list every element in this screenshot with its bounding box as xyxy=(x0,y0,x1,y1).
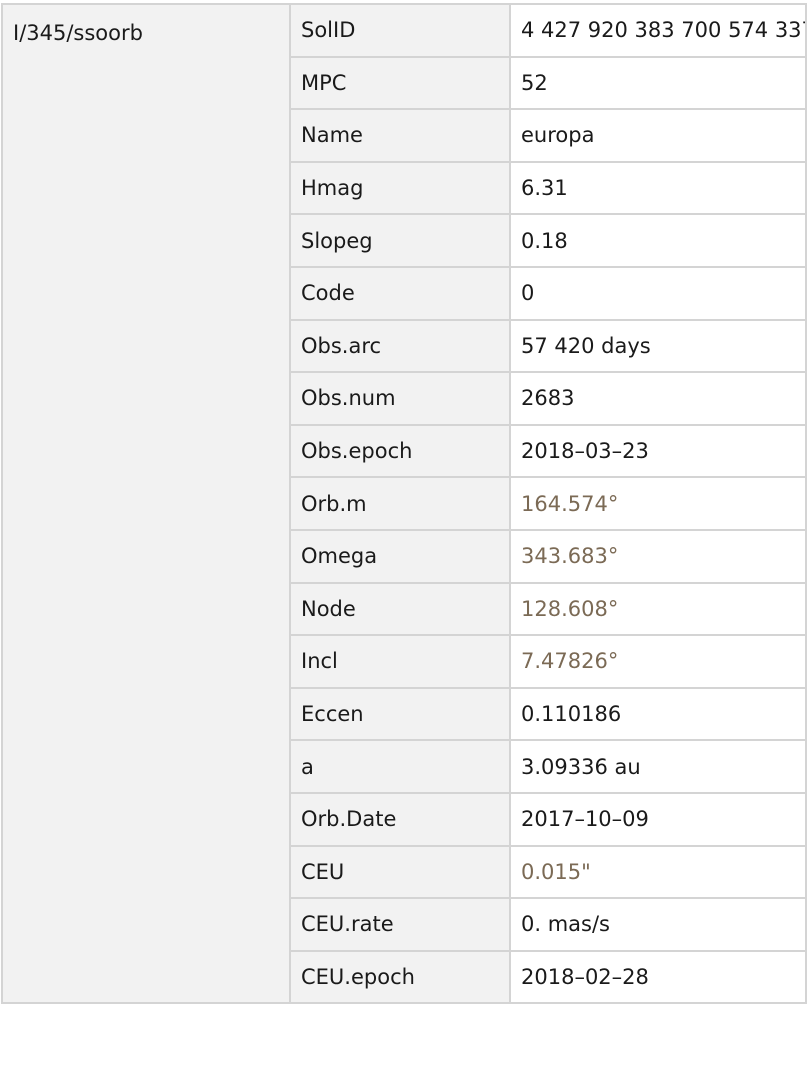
table-row: a 3.09336 au xyxy=(2,739,807,794)
table-row: Orb.Date 2017–10–09 xyxy=(2,791,807,847)
field-value: 0.18 xyxy=(509,213,807,268)
field-value: 2018–03–23 xyxy=(509,423,807,479)
field-key: Obs.arc xyxy=(289,318,511,374)
field-key: Obs.num xyxy=(289,371,511,426)
field-key: Incl xyxy=(289,634,511,689)
table-row: Hmag 6.31 xyxy=(2,160,807,216)
field-key: CEU xyxy=(289,844,511,900)
table-body: I/345/ssoorb SolID 4 427 920 383 700 574 3… xyxy=(1,2,807,1005)
field-key: Omega xyxy=(289,528,511,584)
field-value: europa xyxy=(509,108,807,163)
field-key: Eccen xyxy=(289,686,511,742)
table-row: Obs.num 2683 xyxy=(2,371,807,426)
field-value: 164.574° xyxy=(509,476,807,531)
field-value: 0. mas/s xyxy=(509,897,807,952)
field-key: SolID xyxy=(289,3,511,58)
field-value: 3.09336 au xyxy=(509,739,807,794)
field-key: CEU.epoch xyxy=(289,949,511,1005)
field-key: MPC xyxy=(289,55,511,111)
field-key: CEU.rate xyxy=(289,897,511,952)
table-row: I/345/ssoorb SolID 4 427 920 383 700 574 3… xyxy=(1,2,807,1005)
field-value: 6.31 xyxy=(509,160,807,216)
table-row: Node 128.608° xyxy=(2,581,807,637)
field-key: Orb.m xyxy=(289,476,511,531)
field-value: 0.110186 xyxy=(509,686,807,742)
field-value: 2018–02–28 xyxy=(509,949,807,1005)
field-key: Orb.Date xyxy=(289,791,511,847)
field-value: 0.015" xyxy=(509,844,807,900)
field-value: 7.47826° xyxy=(509,634,807,689)
field-key: Node xyxy=(289,581,511,637)
table-row: CEU.epoch 2018–02–28 xyxy=(2,949,807,1005)
field-value: 4 427 920 383 700 574 337 xyxy=(509,3,807,58)
field-key: Slopeg xyxy=(289,213,511,268)
catalog-name: I/345/ssoorb xyxy=(1,2,291,1005)
table-row: CEU.rate 0. mas/s xyxy=(2,897,807,952)
table-row: CEU 0.015" xyxy=(2,844,807,900)
field-value: 128.608° xyxy=(509,581,807,637)
field-value: 2017–10–09 xyxy=(509,791,807,847)
table-row: Obs.epoch 2018–03–23 xyxy=(2,423,807,479)
table-row: Slopeg 0.18 xyxy=(2,213,807,268)
field-value: 2683 xyxy=(509,371,807,426)
field-key: Hmag xyxy=(289,160,511,216)
field-key: Name xyxy=(289,108,511,163)
field-value: 0 xyxy=(509,265,807,321)
table-row: MPC 52 xyxy=(2,55,807,111)
table-row: Obs.arc 57 420 days xyxy=(2,318,807,374)
table-row: Orb.m 164.574° xyxy=(2,476,807,531)
table-row: Name europa xyxy=(2,108,807,163)
table-row: Omega 343.683° xyxy=(2,528,807,584)
field-value: 57 420 days xyxy=(509,318,807,374)
field-value: 343.683° xyxy=(509,528,807,584)
field-key: Code xyxy=(289,265,511,321)
table-row: Incl 7.47826° xyxy=(2,634,807,689)
field-key: Obs.epoch xyxy=(289,423,511,479)
field-key: a xyxy=(289,739,511,794)
table-row: Eccen 0.110186 xyxy=(2,686,807,742)
ssoorb-record-table: I/345/ssoorb SolID 4 427 920 383 700 574 3… xyxy=(1,2,807,1005)
table-row: Code 0 xyxy=(2,265,807,321)
field-value: 52 xyxy=(509,55,807,111)
